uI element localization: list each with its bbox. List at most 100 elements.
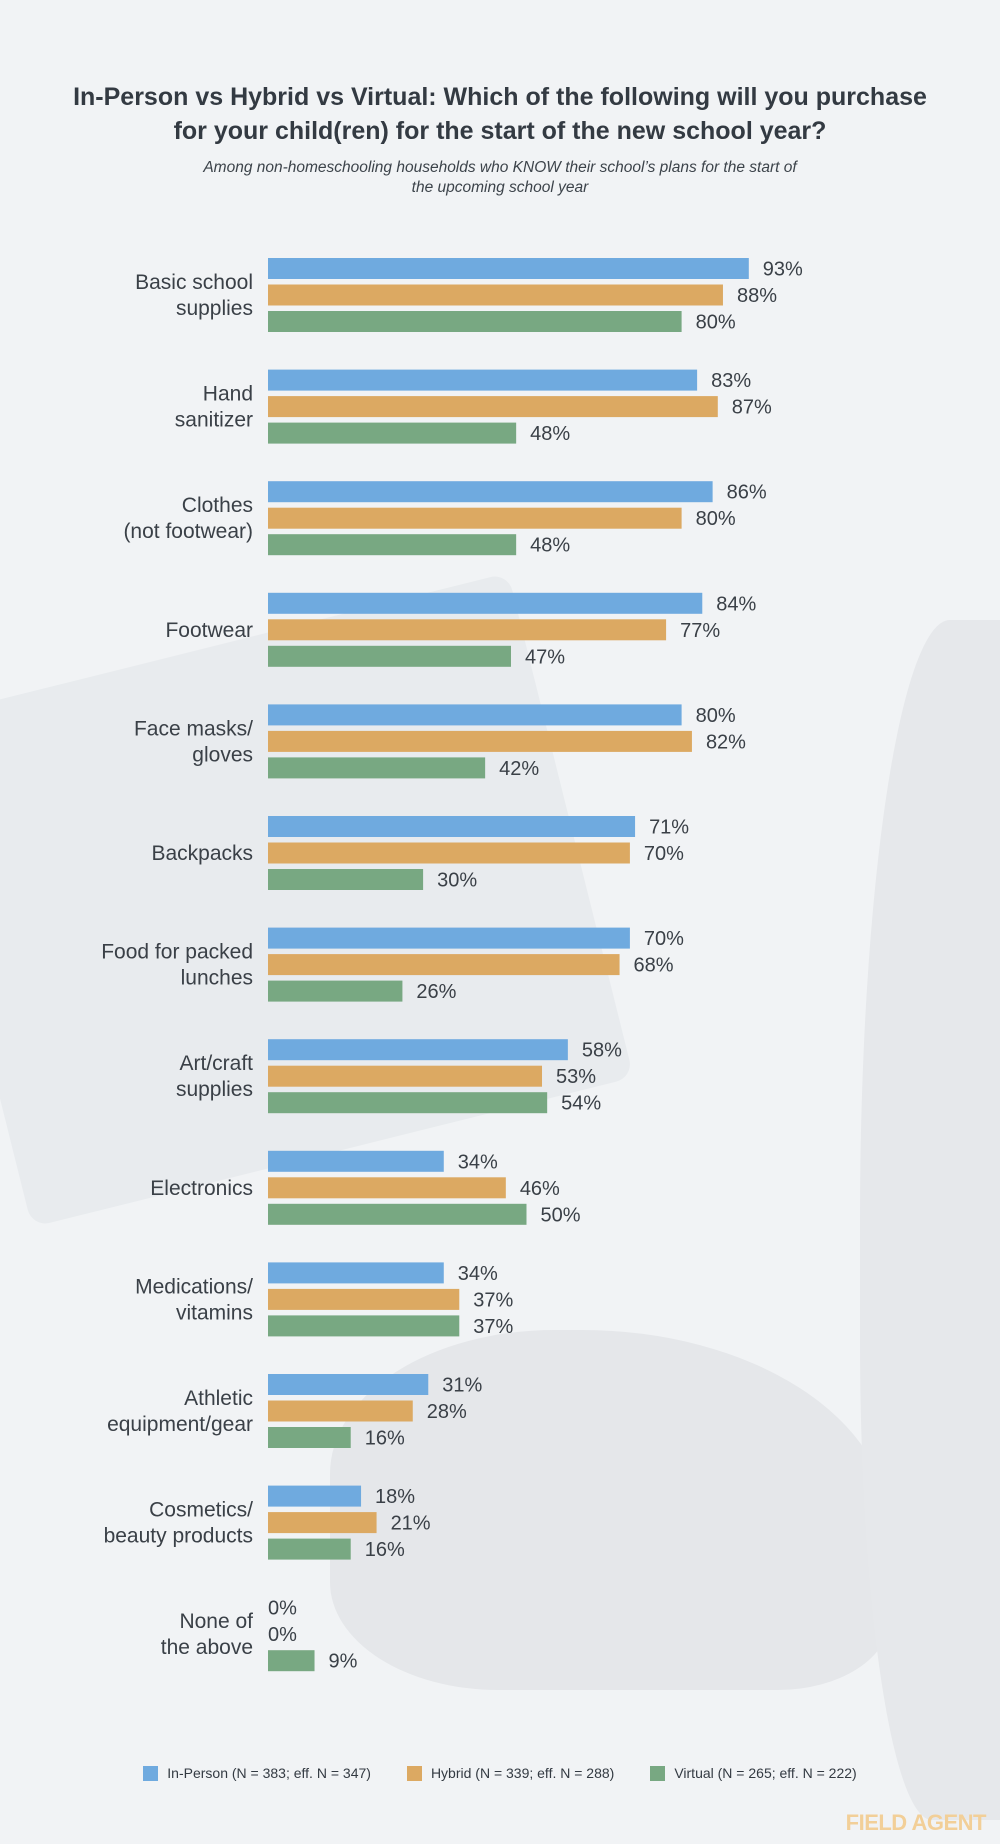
bar-virtual — [268, 757, 486, 779]
value-label-hybrid: 87% — [732, 397, 772, 419]
bar-hybrid — [268, 619, 667, 641]
bar-group-food-for-packed-lunches: Food for packed lunches 70% 68% 26% — [101, 927, 684, 1003]
bar-group-basic-school-supplies: Basic school supplies 93% 88%80% — [135, 258, 803, 334]
bar-virtual — [268, 980, 403, 1002]
legend-item-in-person: In-Person (N = 383; eff. N = 347) — [143, 1765, 371, 1781]
bar-in-person — [268, 1150, 444, 1172]
value-label-virtual: 30% — [437, 870, 477, 892]
value-label-in-person: 86% — [727, 482, 767, 504]
bar-virtual — [268, 1315, 460, 1337]
bar-in-person — [268, 258, 749, 279]
bar-group-medications-vitamins: Medications/vitamins 34% 37% 37% — [135, 1262, 514, 1338]
bar-hybrid — [268, 730, 692, 752]
value-label-virtual: 48% — [530, 423, 570, 445]
value-label-in-person: 83% — [711, 370, 751, 392]
field-agent-logo: FIELD AGENT — [845, 1810, 987, 1835]
value-label-virtual: 16% — [365, 1539, 405, 1561]
bar-hybrid — [268, 396, 718, 418]
value-label-virtual: 9% — [329, 1651, 358, 1673]
category-label: Medications/ — [135, 1275, 253, 1298]
bar-group-electronics: Electronics 34% 46% 50% — [150, 1150, 581, 1226]
bar-group-cosmetics-beauty-products: Cosmetics/beauty products 18% 21% 16% — [104, 1485, 431, 1561]
value-label-hybrid: 46% — [520, 1178, 560, 1200]
value-label-virtual: 80% — [696, 312, 736, 334]
bar-in-person — [268, 481, 713, 503]
category-label: equipment/gear — [107, 1413, 253, 1436]
value-label-virtual: 47% — [525, 646, 565, 668]
legend-label-virtual: Virtual (N = 265; eff. N = 222) — [674, 1765, 857, 1781]
bar-group-clothes-not-footwear: Clothes (not footwear) 86% 80% 48% — [123, 481, 767, 557]
category-label: (not footwear) — [123, 520, 253, 543]
value-label-in-person: 93% — [763, 259, 803, 281]
value-label-hybrid: 37% — [473, 1289, 513, 1311]
value-label-hybrid: 0% — [268, 1624, 297, 1646]
value-label-virtual: 48% — [530, 535, 570, 557]
legend-item-hybrid: Hybrid (N = 339; eff. N = 288) — [406, 1765, 615, 1781]
bar-hybrid — [268, 507, 682, 529]
legend-label-hybrid: Hybrid (N = 339; eff. N = 288) — [430, 1765, 615, 1781]
bar-virtual — [268, 311, 682, 332]
legend: In-Person (N = 383; eff. N = 347) Hybrid… — [0, 1765, 1000, 1781]
bar-hybrid — [268, 284, 723, 306]
bar-virtual — [268, 645, 511, 667]
bar-hybrid — [268, 1400, 413, 1422]
bar-hybrid — [268, 842, 630, 864]
category-label: Art/craft — [179, 1052, 253, 1075]
bar-in-person — [268, 1485, 362, 1507]
bar-hybrid — [268, 954, 620, 976]
category-label: Athletic — [184, 1387, 253, 1410]
value-label-virtual: 37% — [473, 1316, 513, 1338]
legend-swatch-virtual — [650, 1765, 666, 1781]
category-label: sanitizer — [175, 409, 253, 432]
bar-virtual — [268, 1427, 351, 1448]
legend-swatch-hybrid — [406, 1765, 422, 1781]
value-label-in-person: 31% — [442, 1375, 482, 1397]
bar-virtual — [268, 534, 517, 556]
bar-group-hand-sanitizer: Hand sanitizer 83% 87% 48% — [175, 369, 772, 445]
value-label-in-person: 18% — [375, 1486, 415, 1508]
bar-in-person — [268, 816, 636, 837]
value-label-virtual: 26% — [416, 981, 456, 1003]
bar-in-person — [268, 592, 703, 614]
category-label: Face masks/ — [134, 717, 253, 740]
bar-hybrid — [268, 1177, 506, 1199]
bar-in-person — [268, 1262, 444, 1284]
category-label: lunches — [181, 967, 253, 990]
value-label-hybrid: 53% — [556, 1066, 596, 1088]
value-label-virtual: 54% — [561, 1093, 601, 1115]
bar-virtual — [268, 1092, 548, 1114]
chart-subtitle: Among non-homeschooling households who K… — [203, 159, 797, 196]
category-label: Footwear — [165, 619, 253, 642]
value-label-hybrid: 82% — [706, 731, 746, 753]
bar-in-person — [268, 704, 682, 726]
value-label-in-person: 58% — [582, 1040, 622, 1062]
category-label: Food for packed — [101, 941, 253, 964]
value-label-in-person: 70% — [644, 928, 684, 950]
bar-virtual — [268, 1203, 527, 1225]
category-label: beauty products — [104, 1525, 253, 1548]
category-label: Clothes — [182, 494, 253, 517]
legend-swatch-in-person — [143, 1765, 159, 1781]
bar-group-art-craft-supplies: Art/craft supplies 58% 53% 54% — [176, 1039, 622, 1115]
category-label: gloves — [192, 743, 253, 766]
bar-group-none-of-the-above: None of the above 0% 0% 9% — [161, 1598, 358, 1673]
legend-label-in-person: In-Person (N = 383; eff. N = 347) — [167, 1765, 371, 1781]
category-label: Hand — [203, 383, 253, 406]
chart-title: In-Person vs Hybrid vs Virtual: Which of… — [73, 83, 927, 145]
value-label-virtual: 50% — [541, 1204, 581, 1226]
value-label-in-person: 71% — [649, 817, 689, 839]
value-label-virtual: 16% — [365, 1428, 405, 1450]
bar-group-footwear: Footwear 84% 77% 47% — [165, 592, 757, 668]
bar-group-face-masks-gloves: Face masks/gloves 80% 82% 42% — [134, 704, 746, 780]
bar-in-person — [268, 927, 630, 949]
value-label-virtual: 42% — [499, 758, 539, 780]
category-label: supplies — [176, 1078, 253, 1101]
bar-virtual — [268, 869, 424, 890]
bar-hybrid — [268, 1288, 460, 1310]
value-label-hybrid: 28% — [427, 1401, 467, 1423]
value-label-hybrid: 77% — [680, 620, 720, 642]
bar-hybrid — [268, 1512, 377, 1534]
legend-item-virtual: Virtual (N = 265; eff. N = 222) — [650, 1765, 857, 1781]
bar-group-athletic-equipment-gear: Athletic equipment/gear 31% 28% 16% — [107, 1374, 483, 1450]
